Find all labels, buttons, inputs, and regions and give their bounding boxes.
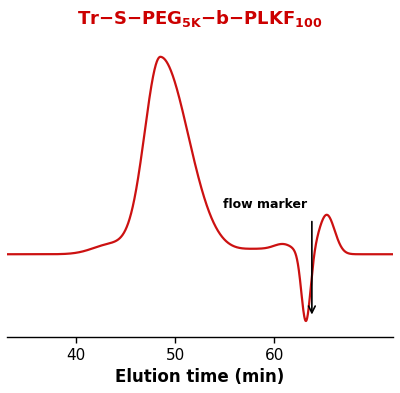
Text: flow marker: flow marker (223, 198, 307, 211)
X-axis label: Elution time (min): Elution time (min) (115, 368, 285, 386)
Text: $\mathbf{Tr{-}S{-}PEG_{5K}{-}b{-}PLKF_{100}}$: $\mathbf{Tr{-}S{-}PEG_{5K}{-}b{-}PLKF_{1… (77, 8, 323, 29)
